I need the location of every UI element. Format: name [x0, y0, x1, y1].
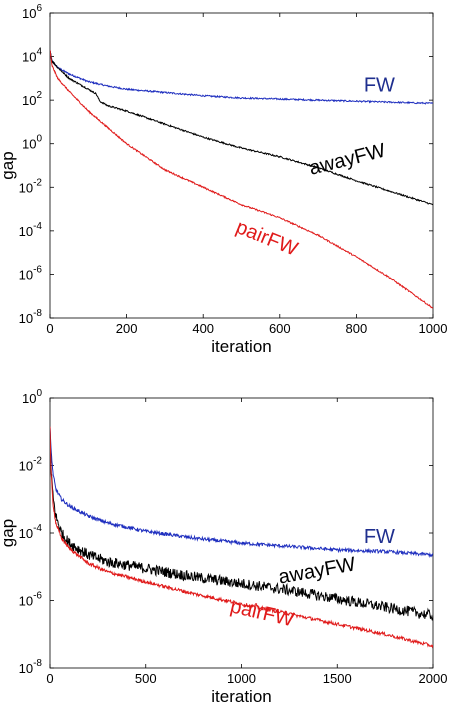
top-chart: 0 200 400 600 800 1000 10-8 10-6 10-4 10-2 100 102 1… — [0, 3, 447, 356]
x-tick-label: 1500 — [323, 671, 352, 686]
x-tick-label: 1000 — [227, 671, 256, 686]
series-line-FW — [50, 49, 433, 105]
annotation-awayFW: awayFW — [307, 140, 388, 180]
y-tick-label: 10-6 — [19, 264, 43, 282]
series-line-awayFW — [50, 49, 433, 206]
x-tick-label: 0 — [46, 321, 53, 336]
annotation-FW: FW — [364, 74, 395, 96]
annotation-pairFW: pairFW — [228, 595, 296, 631]
annotation-awayFW: awayFW — [277, 553, 358, 588]
bottom-chart: 0 500 1000 1500 2000 10-8 10-6 10-4 10-2 100 itera… — [0, 388, 447, 706]
y-axis-title: gap — [0, 151, 17, 179]
x-axis-title: iteration — [211, 687, 271, 706]
y-tick-label: 102 — [22, 90, 42, 108]
x-tick-label: 200 — [116, 321, 138, 336]
y-tick-label: 10-8 — [19, 658, 43, 676]
y-tick-label: 10-4 — [19, 221, 43, 239]
x-tick-label: 800 — [346, 321, 368, 336]
y-tick-label: 10-2 — [19, 456, 43, 474]
y-tick-label: 100 — [22, 134, 42, 152]
y-tick-label: 10-6 — [19, 591, 43, 609]
series-line-pairFW — [50, 426, 433, 649]
y-tick-label: 100 — [22, 388, 42, 406]
x-tick-label: 2000 — [419, 671, 448, 686]
series-line-FW — [50, 426, 433, 559]
y-tick-label: 10-2 — [19, 177, 43, 195]
x-tick-label: 500 — [135, 671, 157, 686]
series-line-pairFW — [50, 49, 433, 309]
x-tick-label: 1000 — [419, 321, 448, 336]
series-line-awayFW — [50, 426, 433, 621]
y-tick-label: 10-4 — [19, 523, 43, 541]
x-tick-label: 0 — [46, 671, 53, 686]
y-tick-label: 106 — [22, 3, 42, 21]
annotation-FW: FW — [364, 526, 395, 548]
y-tick-label: 10-8 — [19, 308, 43, 326]
y-tick-label: 104 — [22, 47, 42, 65]
plot-frame — [49, 12, 434, 319]
x-tick-label: 600 — [269, 321, 291, 336]
y-axis-title: gap — [0, 519, 17, 547]
x-axis-title: iteration — [211, 337, 271, 356]
x-tick-label: 400 — [192, 321, 214, 336]
